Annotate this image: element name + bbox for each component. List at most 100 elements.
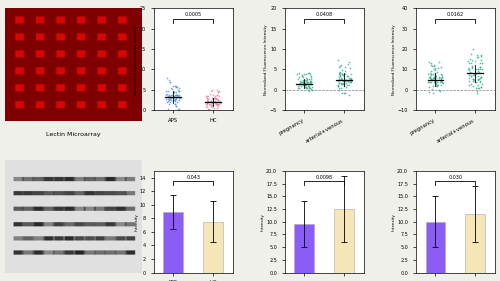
Point — [304, 87, 312, 92]
Point — [477, 74, 485, 79]
Point — [471, 71, 479, 76]
Point — [426, 76, 434, 80]
Point — [298, 74, 306, 78]
Point — [203, 93, 211, 98]
Point — [166, 80, 174, 84]
Point — [211, 99, 219, 103]
Point — [300, 78, 308, 83]
Point — [294, 84, 302, 88]
Point — [426, 62, 434, 67]
Point — [294, 77, 302, 81]
Point — [340, 74, 348, 79]
Point — [432, 82, 440, 87]
Point — [174, 88, 182, 92]
Point — [300, 72, 308, 76]
Point — [306, 80, 314, 85]
Point — [334, 79, 342, 83]
Point — [164, 106, 172, 111]
Point — [210, 100, 218, 104]
Point — [428, 73, 436, 77]
Point — [476, 53, 484, 58]
Point — [431, 66, 439, 70]
Point — [304, 77, 312, 81]
Point — [294, 81, 302, 86]
Text: 0.0162: 0.0162 — [446, 12, 464, 17]
Point — [342, 77, 349, 82]
Point — [208, 98, 216, 103]
Point — [208, 101, 216, 105]
Point — [339, 73, 347, 77]
Point — [208, 103, 216, 108]
Point — [478, 54, 486, 58]
Point — [438, 75, 446, 80]
Point — [202, 94, 210, 98]
Point — [166, 100, 173, 104]
Point — [464, 58, 472, 63]
Point — [438, 79, 446, 83]
Point — [303, 81, 311, 85]
Point — [478, 81, 486, 86]
Point — [211, 96, 219, 101]
Point — [296, 78, 304, 83]
Point — [434, 83, 442, 87]
Point — [335, 81, 343, 86]
Point — [341, 65, 349, 69]
Point — [347, 79, 355, 83]
Point — [208, 103, 216, 107]
Point — [306, 78, 314, 83]
Point — [464, 66, 472, 70]
Point — [338, 90, 346, 95]
Point — [212, 102, 220, 106]
Point — [166, 96, 173, 100]
Point — [202, 99, 210, 104]
Point — [468, 51, 475, 56]
Point — [476, 85, 484, 90]
Point — [341, 78, 349, 82]
Point — [466, 60, 474, 65]
Point — [213, 106, 221, 111]
Point — [216, 94, 224, 99]
Point — [342, 85, 349, 89]
Point — [434, 60, 442, 65]
Y-axis label: Intensity: Intensity — [392, 213, 396, 231]
Point — [347, 77, 355, 81]
Point — [162, 76, 170, 81]
Point — [424, 80, 432, 84]
Point — [306, 81, 314, 86]
Point — [300, 80, 308, 85]
Point — [344, 62, 351, 66]
Point — [335, 71, 343, 75]
Point — [427, 76, 435, 81]
Point — [342, 80, 350, 85]
Point — [346, 77, 354, 81]
Point — [476, 61, 484, 65]
Point — [307, 86, 315, 91]
Point — [216, 99, 224, 103]
Point — [436, 88, 444, 93]
Point — [426, 80, 434, 85]
Text: Analysis: Analysis — [170, 47, 205, 56]
Point — [474, 78, 482, 82]
Point — [473, 54, 481, 59]
Point — [162, 89, 170, 93]
Point — [431, 70, 439, 75]
Point — [211, 99, 219, 104]
Text: Lectin Microarray: Lectin Microarray — [46, 132, 100, 137]
Point — [432, 80, 440, 85]
Point — [465, 83, 473, 87]
Point — [214, 98, 222, 102]
Point — [166, 95, 174, 99]
Point — [334, 83, 342, 88]
Point — [469, 77, 477, 81]
Bar — [294, 224, 314, 273]
Point — [472, 67, 480, 71]
Point — [476, 65, 484, 69]
Point — [334, 83, 342, 88]
Point — [170, 97, 178, 101]
Point — [430, 67, 438, 72]
Text: Validation: Validation — [166, 185, 210, 194]
Point — [304, 80, 312, 84]
Point — [477, 85, 485, 89]
Point — [202, 105, 210, 109]
Point — [472, 90, 480, 95]
